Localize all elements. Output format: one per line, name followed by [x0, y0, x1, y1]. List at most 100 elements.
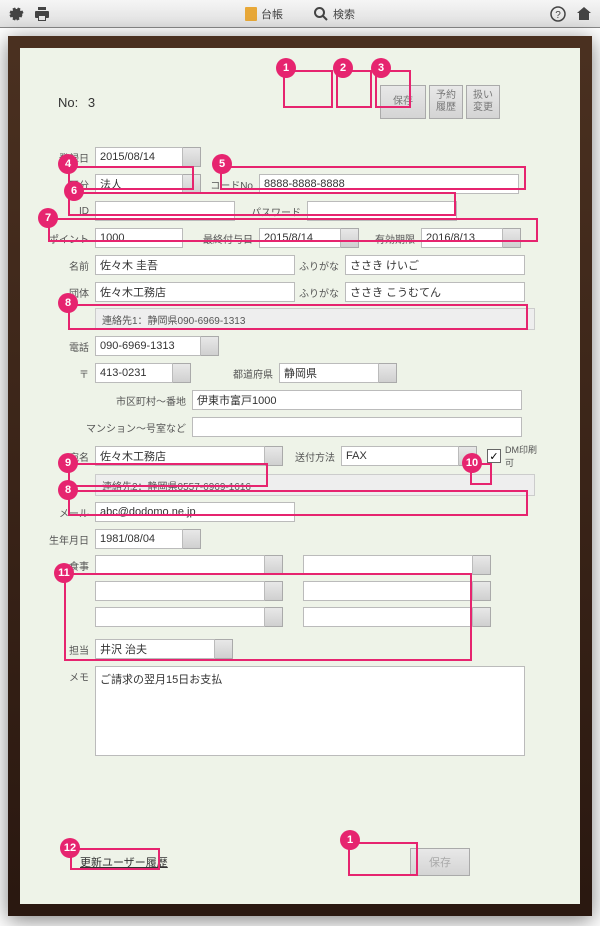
top-toolbar: 台帳 検索 ? [0, 0, 600, 28]
prefecture-input[interactable] [279, 363, 379, 383]
annotation-7: 7 [38, 208, 58, 228]
last-grant-picker[interactable] [341, 228, 359, 248]
meal-drop-3b[interactable] [473, 607, 491, 627]
app-frame: 1 2 3 4 5 6 7 8 9 10 8 11 12 1 No: [8, 36, 592, 916]
expiry-label: 有効期限 [359, 231, 421, 246]
annotation-1b: 1 [340, 830, 360, 850]
annotation-10: 10 [462, 453, 482, 473]
phone-input[interactable] [95, 336, 201, 356]
search-label: 検索 [333, 6, 355, 22]
birthday-label: 生年月日 [40, 532, 95, 547]
form-paper: 1 2 3 4 5 6 7 8 9 10 8 11 12 1 No: [20, 48, 580, 904]
postal-lookup[interactable] [173, 363, 191, 383]
expiry-input[interactable] [421, 228, 503, 248]
print-icon[interactable] [34, 6, 50, 22]
customer-form: 登録日 区分 コードNo ID パスワード ポイント [40, 146, 560, 756]
building-label: マンション～号室など [40, 420, 192, 435]
prefecture-label: 都道府県 [191, 366, 279, 381]
meal-input-1b[interactable] [303, 555, 473, 575]
annotation-2: 2 [333, 58, 353, 78]
reservation-history-button[interactable]: 予約履歴 [429, 85, 463, 119]
name-label: 名前 [40, 258, 95, 273]
meal-input-3b[interactable] [303, 607, 473, 627]
last-grant-input[interactable] [259, 228, 341, 248]
meal-drop-2a[interactable] [265, 581, 283, 601]
annotation-12: 12 [60, 838, 80, 858]
point-input[interactable] [95, 228, 183, 248]
search-icon [313, 6, 329, 22]
meal-drop-3a[interactable] [265, 607, 283, 627]
annotation-5: 5 [212, 154, 232, 174]
category-dropdown[interactable] [183, 174, 201, 194]
birthday-input[interactable] [95, 529, 183, 549]
postal-input[interactable] [95, 363, 173, 383]
contact2-box: 連絡先2：静岡県0557-6969-1616 [95, 474, 535, 496]
memo-textarea[interactable]: ご請求の翌月15日お支払 [95, 666, 525, 756]
send-method-label: 送付方法 [283, 449, 341, 464]
handling-change-button[interactable]: 扱い変更 [466, 85, 500, 119]
meal-input-2a[interactable] [95, 581, 265, 601]
phone-dropdown[interactable] [201, 336, 219, 356]
meal-input-3a[interactable] [95, 607, 265, 627]
annotation-8b: 8 [58, 480, 78, 500]
category-input[interactable] [95, 174, 183, 194]
phone-label: 電話 [40, 339, 95, 354]
prefecture-dropdown[interactable] [379, 363, 397, 383]
contact1-box: 連絡先1：静岡県090-6969-1313 [95, 308, 535, 330]
meal-drop-2b[interactable] [473, 581, 491, 601]
meal-drop-1a[interactable] [265, 555, 283, 575]
birthday-picker[interactable] [183, 529, 201, 549]
city-label: 市区町村～番地 [40, 393, 192, 408]
addressee-dropdown[interactable] [265, 446, 283, 466]
name-kana-label: ふりがな [295, 258, 345, 273]
expiry-picker[interactable] [503, 228, 521, 248]
save-button-bottom[interactable]: 保存 [410, 848, 470, 876]
ledger-tab[interactable]: 台帳 [245, 6, 283, 22]
email-input[interactable] [95, 502, 295, 522]
send-method-input[interactable] [341, 446, 459, 466]
person-input[interactable] [95, 639, 215, 659]
memo-label: メモ [40, 666, 95, 684]
annotation-3: 3 [371, 58, 391, 78]
clipboard-icon [245, 7, 257, 21]
addressee-input[interactable] [95, 446, 265, 466]
name-input[interactable] [95, 255, 295, 275]
ledger-label: 台帳 [261, 6, 283, 22]
name-kana-input[interactable] [345, 255, 525, 275]
gear-icon[interactable] [8, 6, 24, 22]
postal-label: 〒 [40, 366, 95, 381]
person-dropdown[interactable] [215, 639, 233, 659]
footer: 更新ユーザー履歴 保存 [40, 848, 560, 876]
dm-print-label: DM印刷可 [501, 443, 551, 469]
code-no-input[interactable] [259, 174, 519, 194]
password-input[interactable] [307, 201, 457, 221]
dm-print-checkbox[interactable]: ✓ [487, 449, 501, 463]
group-kana-label: ふりがな [295, 285, 345, 300]
svg-text:?: ? [555, 10, 561, 21]
group-input[interactable] [95, 282, 295, 302]
city-input[interactable] [192, 390, 522, 410]
home-icon[interactable] [576, 6, 592, 22]
point-label: ポイント [40, 231, 95, 246]
person-label: 担当 [40, 642, 95, 657]
annotation-4: 4 [58, 154, 78, 174]
meal-input-2b[interactable] [303, 581, 473, 601]
help-icon[interactable]: ? [550, 6, 566, 22]
code-no-label: コードNo [201, 177, 259, 192]
annotation-11: 11 [54, 563, 74, 583]
id-input[interactable] [95, 201, 235, 221]
header-row: No: 3 保存 予約履歴 扱い変更 [40, 78, 560, 126]
annotation-6: 6 [64, 181, 84, 201]
meal-drop-1b[interactable] [473, 555, 491, 575]
building-input[interactable] [192, 417, 522, 437]
user-history-link[interactable]: 更新ユーザー履歴 [80, 854, 168, 870]
group-kana-input[interactable] [345, 282, 525, 302]
reg-date-picker[interactable] [183, 147, 201, 167]
save-button[interactable]: 保存 [380, 85, 426, 119]
annotation-1: 1 [276, 58, 296, 78]
record-number: No: 3 [58, 95, 95, 110]
search-tab[interactable]: 検索 [313, 6, 355, 22]
reg-date-input[interactable] [95, 147, 183, 167]
meal-input-1a[interactable] [95, 555, 265, 575]
annotation-8a: 8 [58, 293, 78, 313]
